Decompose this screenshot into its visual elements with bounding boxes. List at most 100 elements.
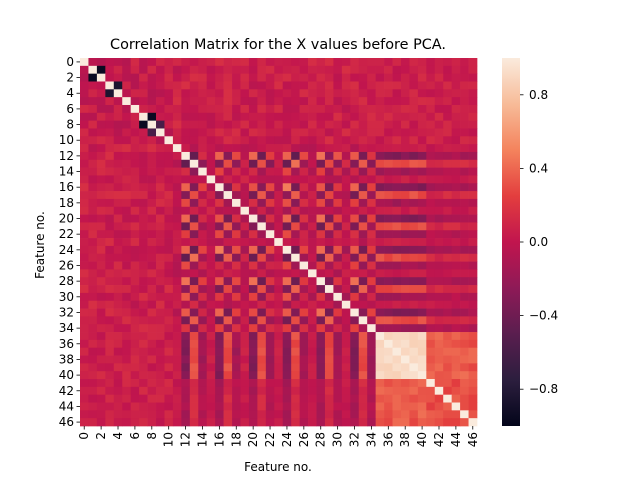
heatmap-cell xyxy=(105,269,115,278)
heatmap-cell xyxy=(164,183,174,192)
x-tick-label: 26 xyxy=(297,432,311,447)
heatmap-cell xyxy=(375,285,385,294)
heatmap-cell xyxy=(409,371,419,380)
heatmap-cell xyxy=(367,159,376,168)
heatmap-cell xyxy=(147,112,157,121)
heatmap-cell xyxy=(400,355,410,364)
heatmap-cell xyxy=(400,120,410,129)
x-tick-label: 20 xyxy=(246,432,260,447)
heatmap-cell xyxy=(417,355,427,364)
heatmap-cell xyxy=(147,347,157,356)
heatmap-cell xyxy=(223,167,233,176)
heatmap-cell xyxy=(367,58,376,67)
heatmap-cell xyxy=(308,347,317,356)
heatmap-cell xyxy=(417,167,427,176)
heatmap-cell xyxy=(240,159,250,168)
heatmap-cell xyxy=(299,206,309,215)
heatmap-cell xyxy=(333,81,343,90)
heatmap-cell xyxy=(417,89,427,98)
heatmap-cell xyxy=(308,81,317,90)
heatmap-cell xyxy=(324,300,334,309)
heatmap-cell xyxy=(206,285,216,294)
heatmap-cell xyxy=(232,144,241,153)
heatmap-cell xyxy=(384,191,393,200)
heatmap-cell xyxy=(350,379,360,388)
heatmap-cell xyxy=(400,89,410,98)
heatmap-cell xyxy=(164,104,174,114)
heatmap-cell xyxy=(240,269,250,278)
heatmap-cell xyxy=(172,324,182,333)
heatmap-cell xyxy=(257,277,267,286)
heatmap-cell xyxy=(130,97,140,106)
heatmap-cell xyxy=(291,159,300,168)
heatmap-cell xyxy=(367,379,376,388)
heatmap-cell xyxy=(426,214,436,223)
heatmap-cell xyxy=(122,324,132,333)
heatmap-cell xyxy=(164,159,174,168)
heatmap-cell xyxy=(324,308,334,317)
x-tick-label: 36 xyxy=(381,432,395,447)
y-tick-label: 46 xyxy=(59,415,74,429)
heatmap-cell xyxy=(147,128,157,137)
heatmap-cell xyxy=(232,285,241,294)
heatmap-cell xyxy=(451,394,461,403)
heatmap-cell xyxy=(409,151,419,161)
x-tick-label: 32 xyxy=(348,432,362,447)
heatmap-cell xyxy=(282,332,292,341)
heatmap-cell xyxy=(333,269,343,278)
heatmap-cell xyxy=(443,339,453,349)
heatmap-cell xyxy=(392,81,402,90)
heatmap-cell xyxy=(291,175,300,184)
heatmap-cell xyxy=(299,339,309,349)
heatmap-cell xyxy=(316,292,326,302)
heatmap-cell xyxy=(434,151,444,161)
heatmap-cell xyxy=(156,371,165,380)
heatmap-cell xyxy=(341,332,351,341)
heatmap-cell xyxy=(240,371,250,380)
heatmap-cell xyxy=(122,300,132,309)
heatmap-cell xyxy=(384,89,393,98)
heatmap-cell xyxy=(189,128,199,137)
heatmap-cell xyxy=(147,214,157,223)
heatmap-cell xyxy=(96,175,106,184)
heatmap-cell xyxy=(248,394,258,403)
heatmap-cell xyxy=(198,316,208,325)
heatmap-cell xyxy=(80,292,89,302)
heatmap-cell xyxy=(341,379,351,388)
heatmap-cell xyxy=(274,300,284,309)
heatmap-cell xyxy=(392,128,402,137)
heatmap-cell xyxy=(265,394,275,403)
heatmap-cell xyxy=(358,339,368,349)
heatmap-cell xyxy=(88,292,98,302)
heatmap-cell xyxy=(443,238,453,247)
heatmap-cell xyxy=(451,285,461,294)
heatmap-cell xyxy=(282,418,292,427)
heatmap-cell xyxy=(282,191,292,200)
heatmap-cell xyxy=(333,159,343,168)
heatmap-cell xyxy=(350,128,360,137)
heatmap-cell xyxy=(105,144,115,153)
y-tick-label: 36 xyxy=(59,337,74,351)
heatmap-cell xyxy=(367,308,376,317)
heatmap-cell xyxy=(426,238,436,247)
heatmap-cell xyxy=(206,418,216,427)
heatmap-cell xyxy=(367,97,376,106)
heatmap-cell xyxy=(156,379,165,388)
heatmap-cell xyxy=(282,308,292,317)
heatmap-cell xyxy=(257,418,267,427)
heatmap-cell xyxy=(156,292,165,302)
heatmap-cell xyxy=(324,418,334,427)
heatmap-cell xyxy=(105,65,115,75)
heatmap-cell xyxy=(400,324,410,333)
heatmap-cell xyxy=(434,339,444,349)
heatmap-cell xyxy=(426,144,436,153)
heatmap-cell xyxy=(409,222,419,231)
heatmap-cell xyxy=(291,386,300,396)
heatmap-cell xyxy=(384,339,393,349)
heatmap-cell xyxy=(375,277,385,286)
heatmap-cell xyxy=(460,269,469,278)
heatmap-cell xyxy=(392,292,402,302)
heatmap-cell xyxy=(291,151,300,161)
heatmap-cell xyxy=(299,230,309,239)
heatmap-cell xyxy=(215,191,224,200)
